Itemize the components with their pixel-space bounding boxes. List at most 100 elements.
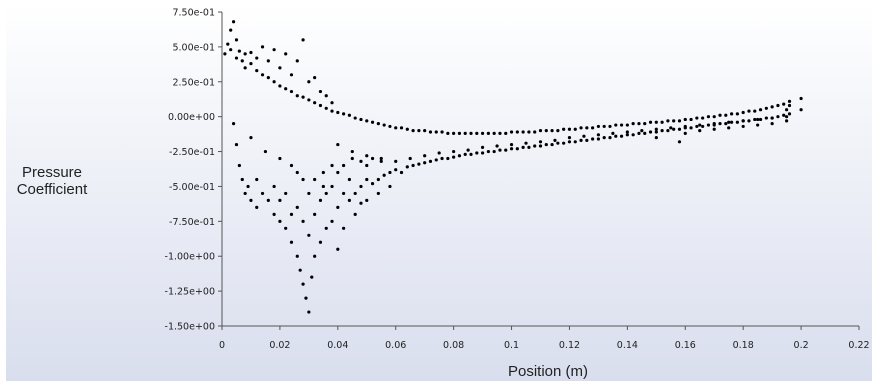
data-point — [596, 124, 601, 129]
data-point — [243, 191, 247, 196]
data-point — [353, 212, 357, 216]
data-point — [782, 102, 786, 106]
data-point — [591, 126, 595, 130]
data-point — [284, 87, 288, 91]
data-point — [556, 141, 560, 145]
data-point — [272, 48, 276, 52]
data-point — [689, 126, 693, 130]
data-point — [365, 198, 369, 202]
data-point — [324, 226, 328, 230]
data-point — [452, 155, 456, 159]
data-point — [579, 126, 583, 130]
x-tick-label: 0.06 — [385, 340, 406, 351]
data-point — [660, 120, 664, 124]
data-point — [724, 122, 728, 126]
y-tick-label: -1.50e+00 — [165, 322, 215, 333]
data-point — [313, 177, 317, 182]
x-tick-label: 0.2 — [794, 340, 809, 351]
data-point — [428, 130, 433, 134]
data-point — [701, 116, 705, 120]
data-point — [234, 142, 239, 147]
data-point — [336, 142, 340, 147]
data-point — [666, 129, 670, 133]
data-point — [310, 275, 314, 279]
data-point — [735, 112, 739, 116]
data-point — [619, 123, 624, 127]
data-point — [706, 123, 711, 127]
data-point — [255, 56, 259, 60]
data-point — [307, 80, 311, 84]
data-point — [301, 282, 305, 286]
data-point — [504, 131, 508, 136]
data-point — [741, 124, 745, 129]
x-tick-label: 0.18 — [733, 340, 754, 351]
data-point — [249, 136, 253, 140]
data-point — [382, 123, 386, 127]
data-point — [672, 127, 676, 131]
y-ticks: 7.50e-01 5.00e-01 2.50e-01 0.00e+00 -2.50e-0… — [165, 8, 222, 333]
data-point — [304, 296, 308, 300]
data-point — [735, 120, 739, 124]
data-point — [370, 182, 375, 186]
data-point — [608, 136, 612, 140]
data-point — [240, 177, 244, 182]
data-point — [654, 127, 658, 131]
data-point — [240, 59, 244, 63]
data-point — [457, 154, 462, 158]
data-point — [758, 117, 763, 122]
data-point — [394, 126, 398, 130]
data-point — [295, 205, 299, 209]
data-point — [376, 191, 380, 196]
data-point — [504, 148, 508, 152]
data-point — [295, 254, 299, 258]
data-point — [463, 152, 467, 156]
data-point — [382, 173, 386, 177]
data-point — [342, 226, 346, 230]
data-point — [538, 129, 543, 133]
data-point — [272, 212, 276, 216]
data-point — [524, 141, 528, 145]
data-point — [272, 184, 276, 189]
data-point — [376, 122, 380, 126]
data-point — [411, 163, 415, 168]
data-point — [756, 117, 760, 122]
y-tick-label: 2.50e-01 — [172, 77, 215, 88]
data-point — [318, 103, 323, 108]
data-point — [550, 142, 554, 147]
data-point — [753, 117, 757, 122]
data-point — [486, 131, 490, 136]
data-point — [787, 103, 792, 108]
data-point — [359, 159, 363, 163]
data-point — [336, 170, 340, 175]
data-point — [480, 131, 485, 136]
data-point — [318, 198, 323, 202]
data-point — [428, 159, 433, 163]
data-point — [417, 162, 421, 166]
data-point — [324, 191, 328, 196]
data-point — [365, 119, 369, 123]
data-point — [677, 140, 682, 144]
data-point — [423, 129, 427, 133]
data-point — [313, 101, 317, 105]
data-point — [307, 191, 311, 196]
data-point — [231, 122, 236, 126]
data-point — [631, 133, 635, 137]
data-point — [614, 123, 618, 127]
data-point — [486, 149, 490, 154]
data-point — [440, 130, 444, 134]
data-point — [712, 127, 716, 131]
data-point — [284, 52, 288, 56]
data-point — [640, 129, 644, 133]
data-point — [295, 59, 299, 63]
data-point — [249, 50, 253, 55]
data-point — [321, 184, 325, 189]
data-point — [342, 112, 346, 116]
data-point — [698, 123, 702, 127]
data-point — [756, 123, 760, 127]
data-point — [246, 184, 250, 189]
data-point — [764, 116, 768, 120]
data-point — [347, 198, 351, 202]
data-point — [533, 144, 537, 148]
data-point — [553, 138, 557, 142]
data-point — [480, 151, 485, 155]
